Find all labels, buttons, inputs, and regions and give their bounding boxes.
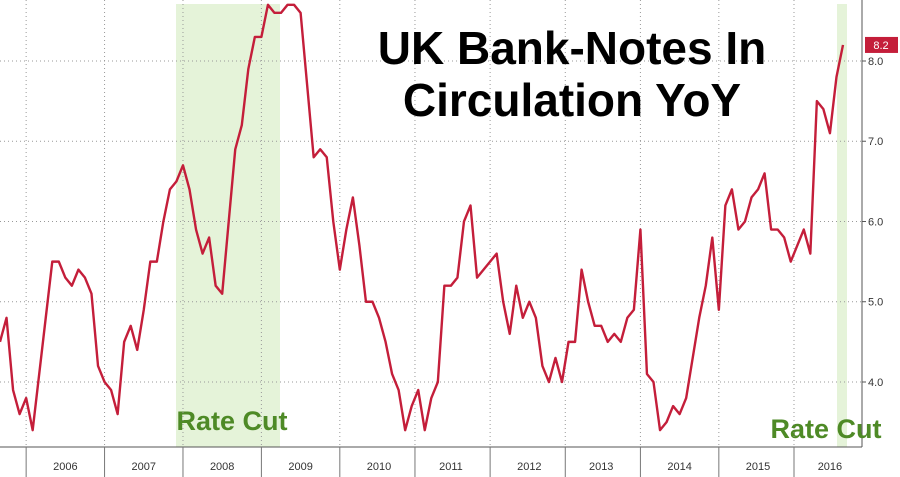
y-tick-label: 4.0 [868,377,883,389]
annotation: Rate Cut [176,406,287,436]
x-tick-label: 2010 [367,461,391,473]
rate-cut-shade [837,4,847,447]
y-tick-label: 6.0 [868,216,883,228]
x-tick-label: 2009 [288,461,312,473]
grid [0,0,862,447]
chart-title: UK Bank-Notes In Circulation YoY [377,22,767,126]
x-tick-label: 2013 [589,461,613,473]
annotation: Rate Cut [770,414,881,444]
value-label: 8.2 [873,40,888,52]
x-tick-label: 2012 [517,461,541,473]
y-tick-label: 8.0 [868,56,883,68]
y-tick-label: 7.0 [868,136,883,148]
x-tick-label: 2007 [132,461,156,473]
x-tick-label: 2015 [746,461,770,473]
x-tick-label: 2016 [818,461,842,473]
data-line [0,3,845,432]
x-tick-label: 2008 [210,461,234,473]
y-tick-label: 5.0 [868,297,883,309]
x-tick-label: 2006 [53,461,77,473]
x-tick-label: 2014 [667,461,691,473]
x-tick-label: 2011 [439,461,463,473]
value-label-box [865,36,898,53]
